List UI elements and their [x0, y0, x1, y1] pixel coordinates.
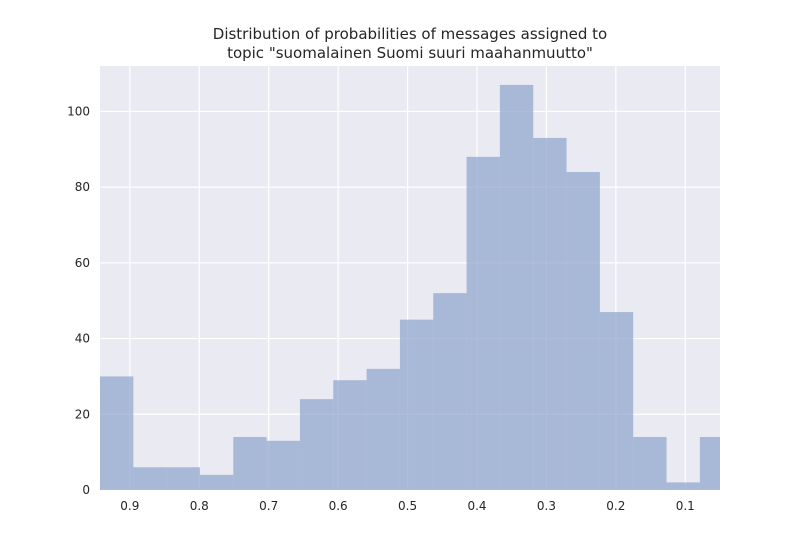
histogram-bar — [433, 293, 467, 490]
x-tick-label: 0.1 — [676, 499, 695, 513]
histogram-bar — [133, 467, 167, 490]
x-tick-label: 0.8 — [190, 499, 209, 513]
chart-title-line-1: Distribution of probabilities of message… — [212, 25, 608, 43]
histogram-bar — [699, 437, 720, 490]
histogram-bar — [166, 467, 200, 490]
x-tick-label: 0.4 — [467, 499, 486, 513]
histogram-bar — [366, 368, 400, 490]
y-tick-label: 40 — [75, 332, 90, 346]
x-tick-label: 0.2 — [606, 499, 625, 513]
y-tick-label: 20 — [75, 407, 90, 421]
histogram-bar — [299, 399, 334, 490]
x-tick-label: 0.6 — [329, 499, 348, 513]
histogram-bar — [633, 437, 667, 490]
histogram-bar — [333, 380, 367, 490]
histogram-bar — [599, 312, 634, 490]
histogram-bar — [533, 137, 567, 490]
y-tick-label: 0 — [82, 483, 90, 497]
x-tick-label: 0.5 — [398, 499, 417, 513]
histogram-bar — [266, 440, 300, 490]
x-tick-label: 0.7 — [259, 499, 278, 513]
histogram-bar — [399, 319, 434, 490]
histogram-bar — [100, 376, 134, 490]
histogram-bar — [499, 84, 534, 490]
x-tick-label: 0.9 — [120, 499, 139, 513]
histogram-bar — [566, 172, 600, 490]
y-tick-label: 80 — [75, 180, 90, 194]
histogram-bar — [199, 474, 234, 490]
y-tick-label: 100 — [67, 104, 90, 118]
histogram-bar — [466, 156, 500, 490]
histogram-bar — [666, 482, 700, 490]
x-tick-label: 0.3 — [537, 499, 556, 513]
y-tick-label: 60 — [75, 256, 90, 270]
histogram-bar — [233, 437, 267, 490]
chart-title-line-2: topic "suomalainen Suomi suuri maahanmuu… — [227, 44, 593, 62]
